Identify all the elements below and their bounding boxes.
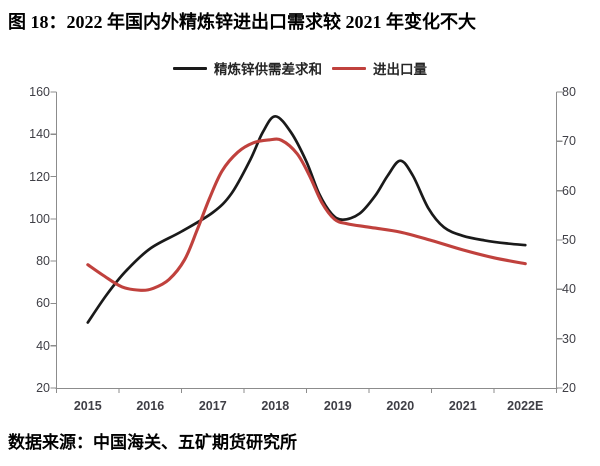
x-axis-tick-2016: 2016: [136, 399, 165, 413]
chart-legend: 精炼锌供需差求和 进出口量: [0, 58, 600, 78]
legend-item-supply-demand: 精炼锌供需差求和: [173, 58, 322, 78]
x-axis-tick-2019: 2019: [323, 399, 352, 413]
y-axis-right-tick-80: 80: [562, 85, 576, 99]
data-source-note: 数据来源：中国海关、五矿期货研究所: [8, 433, 297, 452]
x-axis-tick-2022E: 2022E: [507, 399, 544, 413]
legend-label: 进出口量: [373, 62, 427, 77]
x-axis-tick-2017: 2017: [198, 399, 227, 413]
y-axis-right-tick-70: 70: [562, 134, 576, 149]
y-axis-left-tick-60: 60: [36, 296, 50, 311]
y-axis-right-tick-20: 20: [562, 381, 576, 395]
legend-label: 精炼锌供需差求和: [214, 62, 322, 77]
x-axis-tick-2018: 2018: [261, 399, 290, 413]
y-axis-left-tick-140: 140: [29, 127, 50, 142]
y-axis-left-tick-120: 120: [29, 169, 50, 184]
y-axis-left-tick-100: 100: [29, 211, 50, 226]
y-axis-right-tick-50: 50: [562, 233, 576, 247]
y-axis-right-tick-40: 40: [562, 282, 576, 297]
chart-title: 图 18：2022 年国内外精炼锌进出口需求较 2021 年变化不大: [8, 12, 476, 32]
y-axis-left-tick-80: 80: [36, 254, 50, 269]
x-axis-tick-2015: 2015: [73, 399, 102, 413]
y-axis-right-tick-30: 30: [562, 331, 576, 346]
y-axis-right-tick-60: 60: [562, 183, 576, 198]
y-axis-left-tick-160: 160: [29, 85, 50, 99]
red-line-swatch-icon: [332, 66, 366, 70]
black-line-swatch-icon: [173, 66, 207, 70]
x-axis-tick-2021: 2021: [448, 399, 477, 413]
y-axis-left-tick-20: 20: [36, 381, 50, 395]
legend-item-import-export: 进出口量: [332, 58, 427, 78]
y-axis-left-tick-40: 40: [36, 338, 50, 353]
x-axis-tick-2020: 2020: [386, 399, 415, 413]
